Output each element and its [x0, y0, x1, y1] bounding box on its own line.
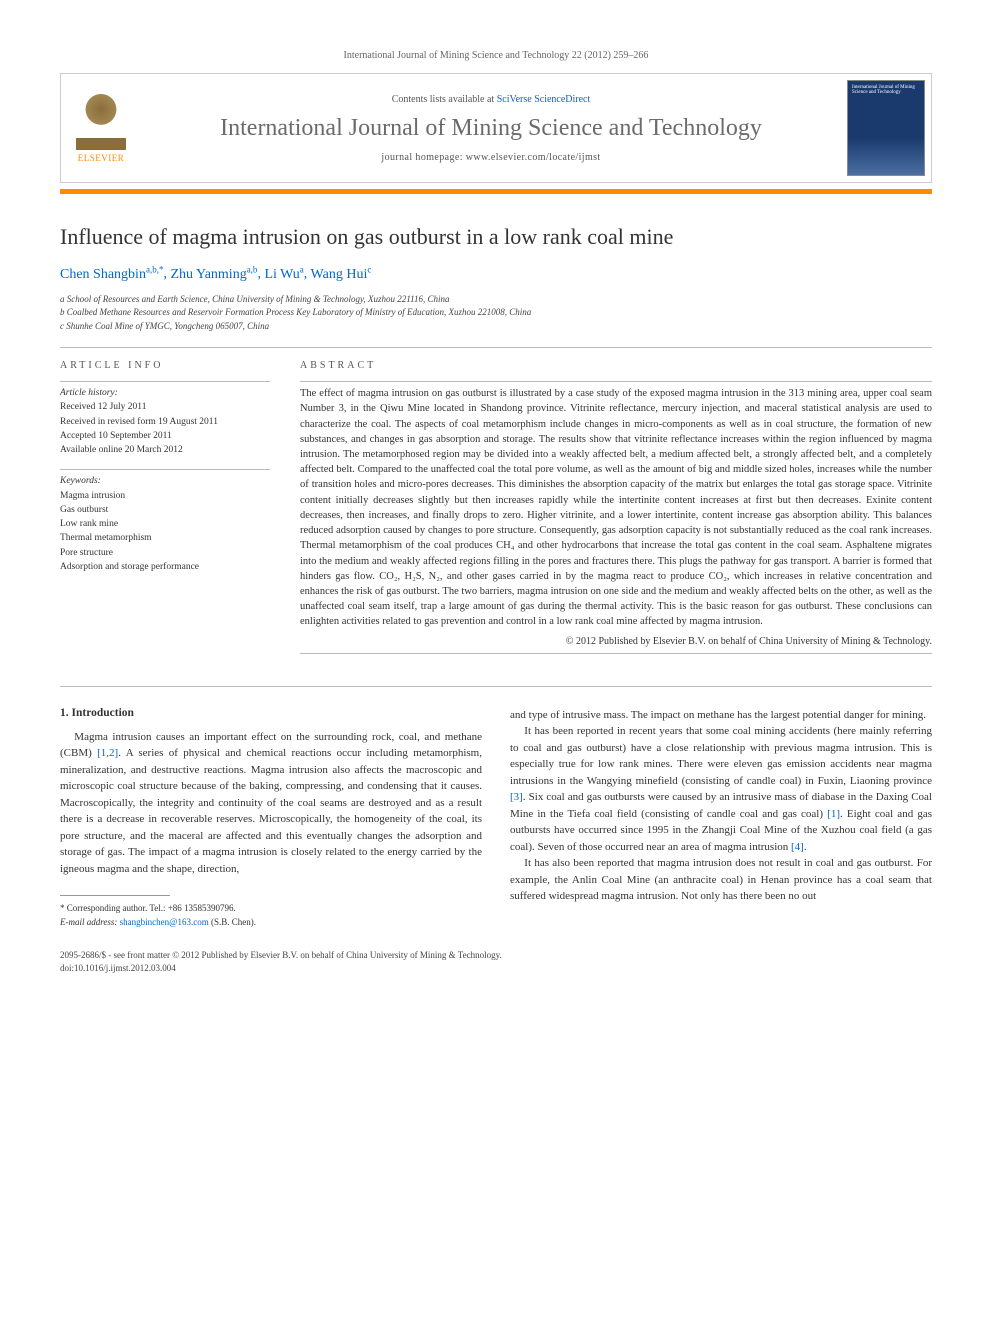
email-label: E-mail address: [60, 917, 120, 927]
article-title: Influence of magma intrusion on gas outb… [60, 224, 932, 250]
abstract-label: ABSTRACT [300, 360, 932, 371]
divider [60, 686, 932, 687]
author: Wang Huic [311, 267, 372, 282]
section-heading: 1. Introduction [60, 707, 482, 719]
author: Zhu Yanminga,b [170, 267, 257, 282]
divider [60, 381, 270, 382]
affiliation: a School of Resources and Earth Science,… [60, 293, 932, 307]
email-suffix: (S.B. Chen). [209, 917, 256, 927]
history-item: Accepted 10 September 2011 [60, 429, 270, 443]
contents-list-line: Contents lists available at SciVerse Sci… [151, 94, 831, 105]
keyword: Low rank mine [60, 517, 270, 531]
sciencedirect-link[interactable]: SciVerse ScienceDirect [497, 94, 591, 105]
body-columns: 1. Introduction Magma intrusion causes a… [60, 707, 932, 930]
article-info-column: ARTICLE INFO Article history: Received 1… [60, 352, 270, 658]
left-column: 1. Introduction Magma intrusion causes a… [60, 707, 482, 930]
keyword: Pore structure [60, 546, 270, 560]
elsevier-tree-icon [76, 94, 126, 150]
page-container: International Journal of Mining Science … [0, 0, 992, 1014]
citation-link[interactable]: [1,2] [97, 747, 118, 759]
keyword: Magma intrusion [60, 489, 270, 503]
keyword: Gas outburst [60, 503, 270, 517]
author-email-link[interactable]: shangbinchen@163.com [120, 917, 209, 927]
corresponding-author-footnote: * Corresponding author. Tel.: +86 135853… [60, 902, 482, 929]
journal-cover-thumbnail: International Journal of Mining Science … [847, 80, 925, 176]
journal-homepage: journal homepage: www.elsevier.com/locat… [151, 152, 831, 163]
divider [300, 381, 932, 382]
divider [300, 653, 932, 654]
publisher-name: ELSEVIER [78, 153, 125, 163]
email-line: E-mail address: shangbinchen@163.com (S.… [60, 916, 482, 930]
running-header: International Journal of Mining Science … [60, 50, 932, 61]
history-item: Available online 20 March 2012 [60, 443, 270, 457]
body-paragraph: Magma intrusion causes an important effe… [60, 729, 482, 878]
keyword: Adsorption and storage performance [60, 560, 270, 574]
abstract-copyright: © 2012 Published by Elsevier B.V. on beh… [300, 636, 932, 647]
info-abstract-row: ARTICLE INFO Article history: Received 1… [60, 352, 932, 658]
article-info-label: ARTICLE INFO [60, 360, 270, 371]
journal-title: International Journal of Mining Science … [151, 115, 831, 142]
history-item: Received 12 July 2011 [60, 400, 270, 414]
body-paragraph: and type of intrusive mass. The impact o… [510, 707, 932, 905]
footer-copyright: 2095-2686/$ - see front matter © 2012 Pu… [60, 949, 932, 962]
corr-author-line: * Corresponding author. Tel.: +86 135853… [60, 902, 482, 916]
paragraph-text: and type of intrusive mass. The impact o… [510, 707, 932, 724]
keywords-block: Keywords: Magma intrusion Gas outburst L… [60, 474, 270, 574]
history-label: Article history: [60, 386, 270, 400]
footnote-separator [60, 895, 170, 896]
paragraph-text: Magma intrusion causes an important effe… [60, 729, 482, 878]
author-list: Chen Shangbina,b,*, Zhu Yanminga,b, Li W… [60, 264, 932, 283]
divider [60, 347, 932, 348]
paragraph-text: It has been reported in recent years tha… [510, 723, 932, 855]
page-footer: 2095-2686/$ - see front matter © 2012 Pu… [60, 949, 932, 974]
affiliations: a School of Resources and Earth Science,… [60, 293, 932, 334]
abstract-text: The effect of magma intrusion on gas out… [300, 386, 932, 630]
affiliation: b Coalbed Methane Resources and Reservoi… [60, 306, 932, 320]
paragraph-text: It has also been reported that magma int… [510, 855, 932, 905]
keywords-label: Keywords: [60, 474, 270, 488]
article-history: Article history: Received 12 July 2011 R… [60, 386, 270, 457]
accent-bar [60, 189, 932, 194]
author: Chen Shangbina,b,* [60, 267, 163, 282]
citation-link[interactable]: [3] [510, 791, 523, 803]
citation-link[interactable]: [4] [791, 841, 804, 853]
cover-text: International Journal of Mining Science … [852, 85, 915, 95]
affiliation: c Shunhe Coal Mine of YMGC, Yongcheng 06… [60, 320, 932, 334]
footer-doi: doi:10.1016/j.ijmst.2012.03.004 [60, 962, 932, 975]
citation-link[interactable]: [1] [827, 808, 840, 820]
keyword: Thermal metamorphism [60, 531, 270, 545]
journal-header-box: ELSEVIER Contents lists available at Sci… [60, 73, 932, 183]
abstract-column: ABSTRACT The effect of magma intrusion o… [300, 352, 932, 658]
history-item: Received in revised form 19 August 2011 [60, 415, 270, 429]
author: Li Wua [264, 267, 303, 282]
right-column: and type of intrusive mass. The impact o… [510, 707, 932, 930]
journal-info: Contents lists available at SciVerse Sci… [141, 86, 841, 171]
divider [60, 469, 270, 470]
publisher-logo: ELSEVIER [61, 74, 141, 182]
contents-prefix: Contents lists available at [392, 94, 497, 105]
